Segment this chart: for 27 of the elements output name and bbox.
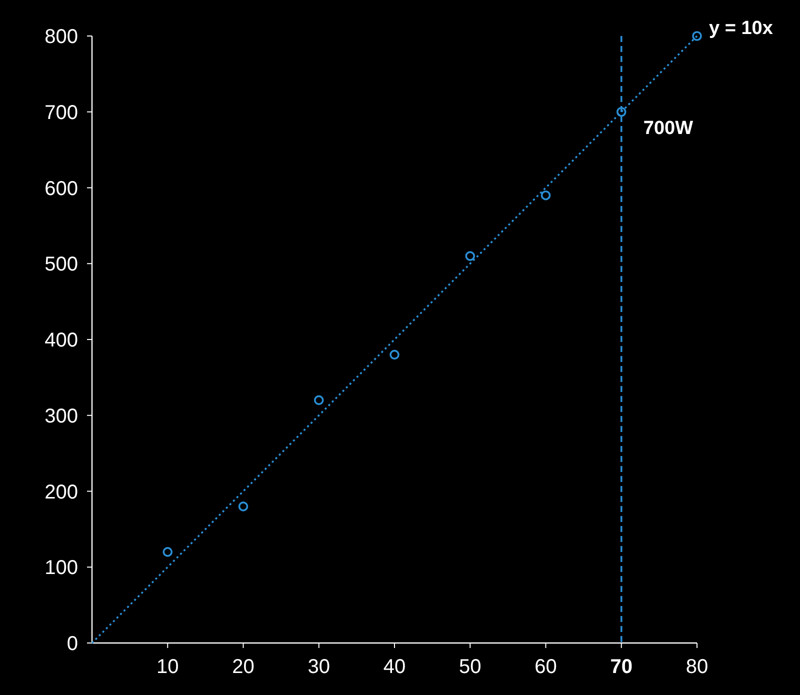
point — [238, 502, 248, 512]
annotation: 700W — [643, 118, 694, 139]
y-tick-label: 400 — [44, 330, 78, 352]
point — [465, 251, 476, 261]
point — [162, 547, 173, 557]
x-tick-label: 70 — [610, 656, 632, 678]
y-tick-label: 800 — [44, 26, 78, 48]
y-tick-label: 300 — [44, 405, 78, 428]
point — [390, 350, 400, 360]
x-tick-label: 50 — [459, 656, 482, 678]
point — [616, 106, 626, 117]
point — [314, 395, 324, 406]
x-tick-label: 80 — [686, 656, 708, 678]
y-tick-label: 600 — [44, 178, 78, 200]
point — [540, 190, 551, 200]
point — [692, 31, 702, 41]
x-tick-label: 60 — [534, 656, 557, 678]
x-tick-label: 20 — [232, 656, 254, 678]
series-label: y = 10x — [709, 18, 774, 39]
x-tick-label: 10 — [156, 656, 179, 678]
y-tick-label: 200 — [44, 481, 78, 504]
y-tick-label: 0 — [66, 633, 78, 655]
y-tick-label: 100 — [44, 557, 78, 580]
x-tick-label: 30 — [308, 656, 330, 678]
y-tick-label: 700 — [44, 102, 78, 124]
x-tick-label: 40 — [383, 656, 406, 678]
y-tick-label: 500 — [44, 254, 78, 276]
